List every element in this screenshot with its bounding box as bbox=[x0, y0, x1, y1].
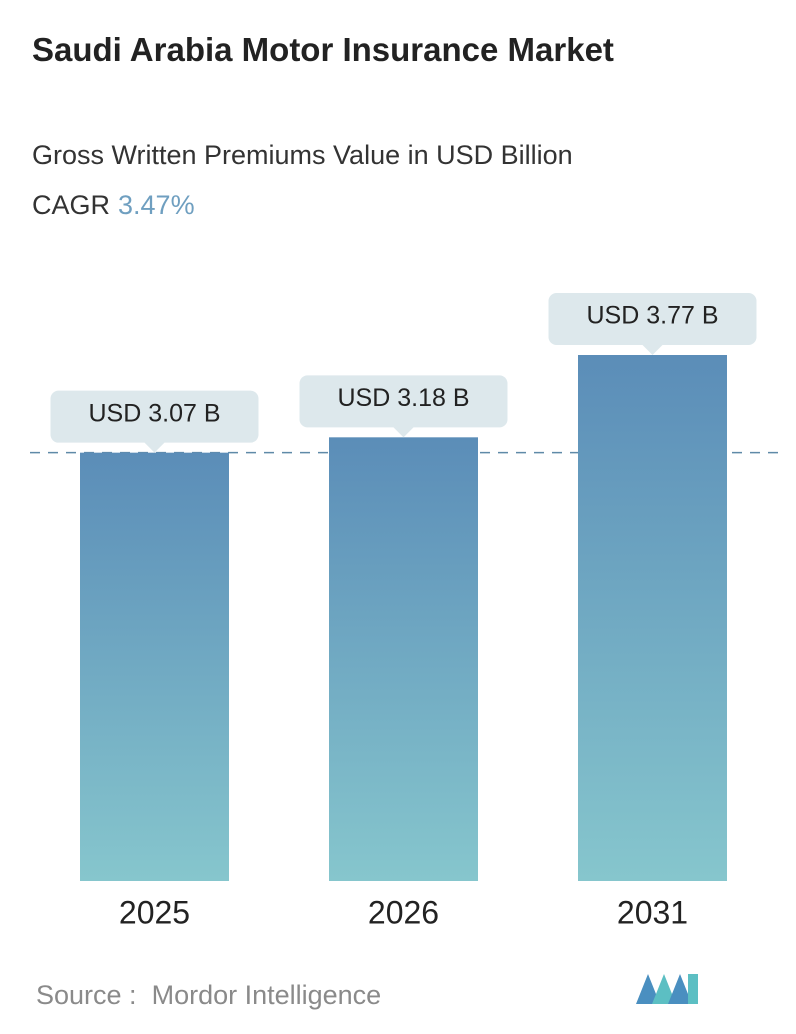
bar bbox=[329, 437, 478, 881]
value-label: USD 3.77 B bbox=[586, 302, 718, 330]
chart-title: Saudi Arabia Motor Insurance Market bbox=[32, 31, 614, 68]
cagr-value: 3.47% bbox=[118, 190, 195, 220]
label-box bbox=[548, 293, 757, 355]
x-tick-label: 2026 bbox=[368, 894, 439, 930]
x-tick-label: 2025 bbox=[119, 894, 190, 930]
value-label: USD 3.18 B bbox=[337, 384, 469, 412]
cagr: CAGR 3.47% bbox=[32, 190, 195, 221]
label-box bbox=[299, 375, 508, 438]
bar bbox=[80, 452, 229, 881]
source: Source : Mordor Intelligence bbox=[36, 980, 381, 1011]
bar bbox=[578, 355, 727, 881]
source-name: Mordor Intelligence bbox=[151, 980, 382, 1010]
logo bbox=[636, 974, 698, 1004]
source-label: Source : bbox=[36, 980, 137, 1010]
chart-subtitle: Gross Written Premiums Value in USD Bill… bbox=[32, 140, 573, 170]
value-label: USD 3.07 B bbox=[88, 399, 220, 427]
x-tick-label: 2031 bbox=[617, 894, 688, 930]
label-box bbox=[50, 390, 259, 453]
cagr-label: CAGR bbox=[32, 190, 111, 220]
